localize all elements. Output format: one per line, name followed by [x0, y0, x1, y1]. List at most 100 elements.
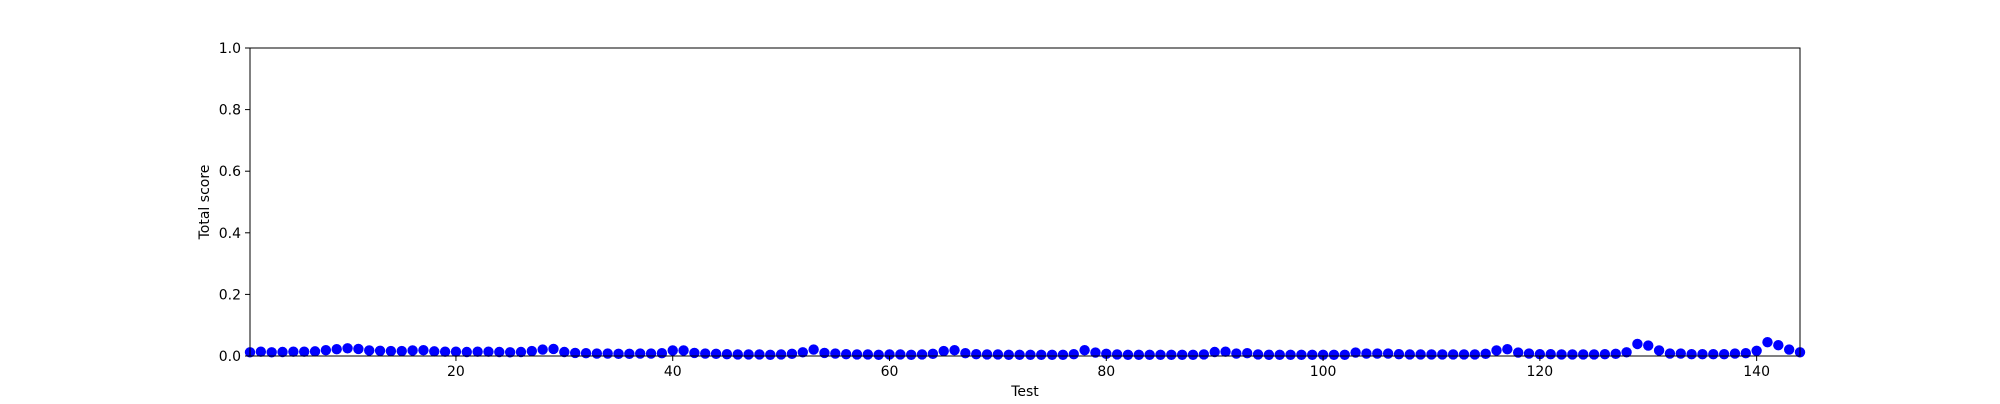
data-point [1166, 349, 1177, 360]
data-point [591, 348, 603, 359]
data-point [1491, 345, 1502, 356]
data-point [1046, 349, 1058, 360]
x-tick-label: 100 [1310, 364, 1337, 380]
data-point [700, 348, 711, 359]
y-tick-label: 0.4 [219, 226, 241, 242]
data-point [1220, 346, 1231, 357]
data-point [472, 346, 483, 357]
data-point [1751, 345, 1762, 356]
data-point [298, 346, 310, 357]
data-point [1675, 348, 1686, 359]
data-point [559, 346, 570, 358]
data-point [288, 346, 299, 357]
data-point [385, 345, 397, 357]
data-point [938, 345, 949, 357]
data-point [1339, 349, 1350, 360]
data-point [1111, 349, 1123, 360]
data-point [364, 345, 375, 356]
data-point [418, 344, 429, 356]
data-point [775, 349, 787, 360]
data-point [548, 343, 559, 355]
data-point [667, 345, 678, 356]
data-point [602, 348, 613, 359]
data-point [374, 345, 386, 356]
data-point [732, 349, 743, 360]
data-point [1274, 349, 1285, 360]
data-point [1025, 349, 1036, 360]
data-point [342, 343, 353, 354]
data-point [1512, 347, 1524, 358]
data-point [1209, 346, 1220, 358]
data-point [1317, 349, 1329, 360]
data-points [244, 336, 1806, 360]
y-tick-label: 0.0 [219, 349, 241, 365]
data-point [1068, 348, 1079, 360]
x-tick-label: 140 [1743, 364, 1770, 380]
x-tick-label: 120 [1526, 364, 1553, 380]
data-point [1523, 348, 1535, 359]
data-point [1632, 338, 1643, 350]
data-point [1122, 349, 1134, 360]
data-point [1480, 348, 1491, 360]
x-tick-label: 60 [881, 364, 899, 380]
data-point [840, 348, 852, 360]
data-point [1458, 349, 1470, 360]
y-tick-label: 0.2 [219, 287, 241, 303]
data-point [461, 346, 472, 358]
data-point [1133, 349, 1145, 360]
data-point [1036, 349, 1047, 360]
data-point [494, 346, 505, 358]
data-point [862, 349, 874, 360]
data-point [1653, 345, 1665, 356]
data-point [1545, 348, 1556, 360]
data-point [1404, 349, 1415, 360]
data-point [1393, 348, 1405, 360]
data-point [1079, 344, 1090, 356]
data-point [1252, 349, 1264, 360]
data-point [1740, 348, 1752, 359]
data-point [808, 344, 819, 355]
data-point [1372, 348, 1383, 359]
data-point [1382, 348, 1394, 359]
data-point [1014, 349, 1025, 360]
data-point [1350, 347, 1361, 358]
data-point [830, 348, 841, 359]
data-point [1187, 349, 1199, 360]
data-point [710, 348, 722, 360]
data-point [1697, 348, 1708, 360]
x-axis-label: Test [1010, 384, 1039, 400]
data-point [320, 344, 332, 356]
data-point [1057, 349, 1069, 360]
data-point [1610, 348, 1621, 360]
data-point [1686, 348, 1697, 360]
data-point [1567, 349, 1578, 360]
data-point [1643, 340, 1654, 351]
data-point [1773, 340, 1784, 351]
data-point [353, 343, 364, 355]
y-axis-ticks: 0.0 0.2 0.4 0.6 0.8 1.0 [219, 41, 250, 365]
x-tick-label: 20 [447, 364, 465, 380]
data-point [1426, 349, 1437, 360]
data-point [1155, 349, 1166, 360]
data-point [1437, 349, 1448, 360]
data-point [960, 348, 971, 359]
data-point [1242, 348, 1253, 359]
data-point [1447, 349, 1459, 360]
data-point [1729, 348, 1741, 359]
data-point [1502, 344, 1513, 355]
data-point [569, 347, 581, 359]
data-point [819, 347, 830, 359]
data-point [1718, 348, 1730, 360]
data-point [1783, 344, 1795, 355]
data-point [656, 348, 668, 359]
data-point [721, 348, 733, 360]
data-point [1176, 349, 1188, 360]
y-tick-label: 0.6 [219, 164, 241, 180]
data-point [1198, 349, 1210, 360]
x-axis-ticks: 20 40 60 80 100 120 140 [447, 356, 1770, 380]
data-point [1415, 349, 1426, 360]
data-point [396, 345, 407, 357]
data-point [1263, 349, 1275, 360]
